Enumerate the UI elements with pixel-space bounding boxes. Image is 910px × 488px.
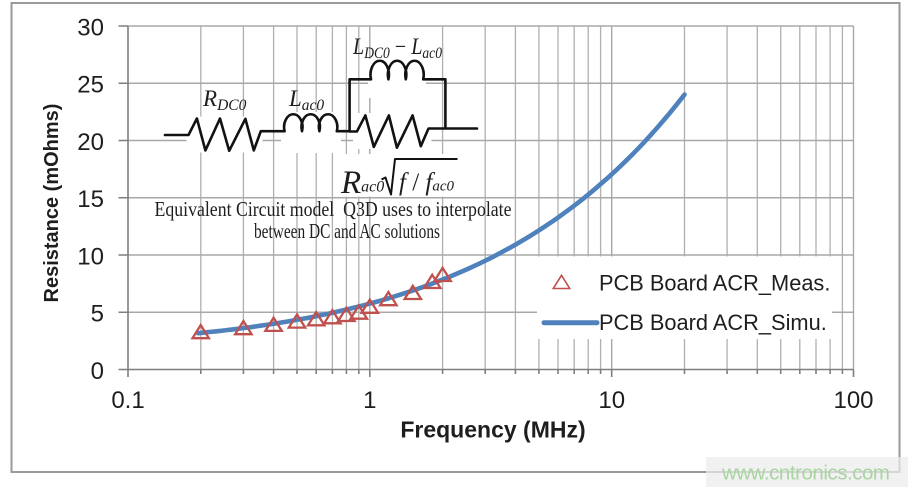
svg-text:f / fac0: f / fac0 xyxy=(399,169,455,196)
svg-text:PCB Board ACR_Simu.: PCB Board ACR_Simu. xyxy=(599,310,827,335)
svg-text:15: 15 xyxy=(77,186,104,213)
svg-text:1: 1 xyxy=(363,387,376,414)
svg-text:10: 10 xyxy=(598,387,625,414)
svg-text:between DC and AC solutions: between DC and AC solutions xyxy=(254,219,440,243)
svg-text:25: 25 xyxy=(77,72,104,99)
svg-text:0: 0 xyxy=(91,358,104,385)
svg-text:10: 10 xyxy=(77,243,104,270)
svg-text:5: 5 xyxy=(91,301,104,328)
svg-text:Equivalent Circuit model Q3D: Equivalent Circuit model Q3D uses to int… xyxy=(155,197,512,221)
svg-text:Frequency (MHz): Frequency (MHz) xyxy=(400,417,585,443)
svg-text:30: 30 xyxy=(77,14,104,41)
svg-text:20: 20 xyxy=(77,129,104,156)
svg-text:www.cntronics.com: www.cntronics.com xyxy=(721,462,890,485)
svg-text:Resistance (mOhms): Resistance (mOhms) xyxy=(41,104,63,303)
svg-text:100: 100 xyxy=(833,387,873,414)
svg-text:PCB Board ACR_Meas.: PCB Board ACR_Meas. xyxy=(599,271,830,296)
svg-text:0.1: 0.1 xyxy=(111,387,144,414)
